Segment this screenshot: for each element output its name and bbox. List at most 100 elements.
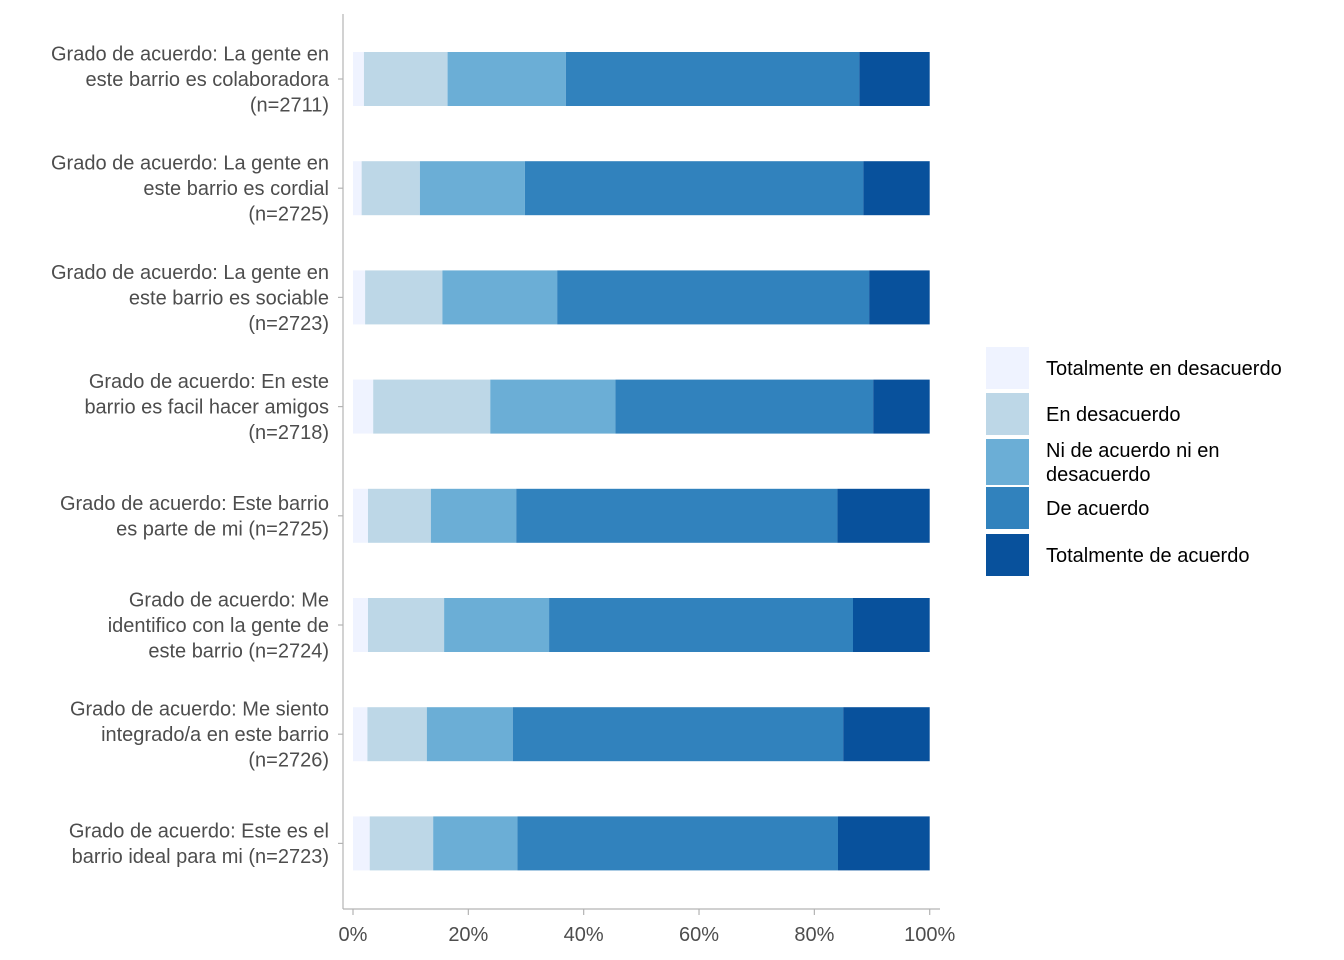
category-label: Grado de acuerdo: La gente en este barrio… — [51, 153, 329, 226]
category-label-line: (n=2723) — [248, 313, 329, 335]
category-label-line: este barrio (n=2724) — [148, 641, 329, 663]
bar-segment — [838, 816, 930, 871]
bar-segment — [361, 161, 420, 216]
legend-label: Totalmente de acuerdo — [1046, 545, 1249, 567]
legend-item: Totalmente en desacuerdo — [986, 347, 1282, 389]
bar-segment — [447, 52, 566, 106]
bar-segment — [852, 598, 930, 652]
category-label-line: Grado de acuerdo: La gente en — [51, 153, 329, 175]
category-label-line: este barrio es sociable — [129, 287, 329, 309]
legend-item: Ni de acuerdo ni en desacuerdo — [986, 439, 1219, 486]
bar-row — [353, 270, 930, 325]
bar-segment — [557, 270, 870, 325]
bar-segment — [365, 270, 443, 325]
category-label-line: (n=2718) — [248, 422, 329, 444]
bar-segment — [516, 488, 838, 543]
category-label-line: Grado de acuerdo: Me — [129, 590, 329, 612]
bar-segment — [353, 488, 368, 543]
category-label: Grado de acuerdo: Este barrio es parte de… — [60, 493, 329, 541]
category-label-line: barrio es facil hacer amigos — [84, 397, 329, 419]
bar-row — [353, 816, 930, 871]
category-labels: Grado de acuerdo: La gente en este barrio… — [51, 44, 343, 869]
category-label-line: Grado de acuerdo: Este es el — [69, 821, 329, 843]
bar-segment — [565, 52, 860, 106]
x-tick-label: 40% — [564, 924, 604, 946]
bar-segment — [353, 379, 374, 434]
category-label-line: este barrio es cordial — [143, 178, 329, 200]
x-tick-label: 0% — [339, 924, 368, 946]
bar-segment — [353, 816, 370, 871]
category-label-line: es parte de mi (n=2725) — [116, 519, 329, 541]
category-label-line: Grado de acuerdo: Me siento — [70, 699, 329, 721]
bar-segment — [353, 161, 362, 216]
legend: Totalmente en desacuerdo En desacuerdo Ni … — [986, 347, 1282, 576]
category-label: Grado de acuerdo: Me siento integrado/a e… — [70, 699, 329, 772]
legend-key — [986, 393, 1029, 435]
legend-key — [986, 487, 1029, 529]
legend-label: En desacuerdo — [1046, 404, 1181, 426]
bar-segment — [442, 270, 558, 325]
bar-segment — [490, 379, 616, 434]
bar-segment — [615, 379, 874, 434]
bar-segment — [869, 270, 930, 325]
category-label: Grado de acuerdo: Este es el barrio ideal… — [69, 821, 329, 869]
category-label: Grado de acuerdo: La gente en este barrio… — [51, 44, 330, 117]
legend-label: Ni de acuerdo ni en desacuerdo — [1046, 440, 1219, 486]
bar-row — [353, 52, 930, 106]
x-axis-ticks: 0% 20% 40% 60% 80% 100% — [339, 909, 955, 946]
legend-label-line: Totalmente de acuerdo — [1046, 545, 1249, 567]
legend-label-line: Totalmente en desacuerdo — [1046, 358, 1282, 380]
category-label-line: (n=2726) — [248, 750, 329, 772]
category-label-line: Grado de acuerdo: En este — [89, 371, 329, 393]
bar-segment — [373, 379, 491, 434]
bar-segment — [843, 707, 930, 762]
bar-segment — [549, 598, 853, 652]
bar-segment — [353, 270, 366, 325]
legend-item: En desacuerdo — [986, 393, 1181, 435]
legend-key — [986, 439, 1029, 485]
bar-segment — [524, 161, 864, 216]
legend-label-line: desacuerdo — [1046, 464, 1151, 486]
category-label-line: identifico con la gente de — [108, 615, 329, 637]
x-tick-label: 20% — [448, 924, 488, 946]
bars-layer — [353, 52, 930, 871]
category-label-line: barrio ideal para mi (n=2723) — [72, 846, 329, 868]
category-label-line: (n=2711) — [250, 95, 329, 117]
x-tick-label: 80% — [794, 924, 834, 946]
category-label-line: (n=2725) — [248, 204, 329, 226]
legend-item: De acuerdo — [986, 487, 1149, 529]
bar-row — [353, 488, 930, 543]
category-label-line: Grado de acuerdo: La gente en — [51, 262, 329, 284]
bar-row — [353, 598, 930, 652]
bar-segment — [353, 598, 368, 652]
category-label: Grado de acuerdo: En este barrio es facil… — [84, 371, 329, 444]
bar-segment — [367, 598, 445, 652]
bar-row — [353, 379, 930, 434]
bar-segment — [367, 707, 427, 762]
bar-row — [353, 161, 930, 216]
legend-label: Totalmente en desacuerdo — [1046, 358, 1282, 380]
category-label-line: Grado de acuerdo: La gente en — [51, 44, 329, 66]
legend-label-line: En desacuerdo — [1046, 404, 1181, 426]
bar-segment — [433, 816, 518, 871]
bar-segment — [419, 161, 525, 216]
legend-key — [986, 347, 1029, 389]
x-tick-label: 60% — [679, 924, 719, 946]
bar-segment — [369, 816, 434, 871]
bar-segment — [363, 52, 448, 106]
legend-label-line: Ni de acuerdo ni en — [1046, 440, 1219, 462]
bar-segment — [837, 488, 930, 543]
bar-segment — [517, 816, 839, 871]
bar-row — [353, 707, 930, 762]
bar-segment — [426, 707, 513, 762]
bar-segment — [367, 488, 431, 543]
bar-segment — [353, 707, 368, 762]
bar-segment — [873, 379, 930, 434]
legend-key — [986, 534, 1029, 576]
bar-segment — [863, 161, 930, 216]
category-label-line: Grado de acuerdo: Este barrio — [60, 493, 329, 515]
category-label-line: este barrio es colaboradora — [86, 69, 330, 91]
category-label-line: integrado/a en este barrio — [101, 724, 329, 746]
category-label: Grado de acuerdo: Me identifico con la ge… — [108, 590, 329, 663]
